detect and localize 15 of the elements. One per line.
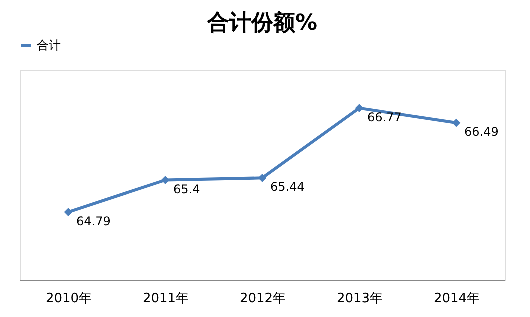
x-tick-label: 2011年 [142,292,190,306]
data-label: 64.79 [76,214,111,228]
data-label: 66.77 [368,110,402,124]
x-tick-label: 2013年 [336,292,384,306]
chart-title: 合计份额% [206,10,318,36]
x-tick-label: 2014年 [434,292,480,306]
data-label: 65.4 [174,182,200,196]
point [64,208,73,216]
point [355,104,364,113]
legend-label: 合计 [37,38,61,52]
point [452,118,461,128]
data-label: 66.49 [464,125,499,140]
x-tick-label: 2012年 [240,292,286,306]
data-label: 65.44 [270,180,305,194]
x-tick-label: 2010年 [46,292,92,306]
